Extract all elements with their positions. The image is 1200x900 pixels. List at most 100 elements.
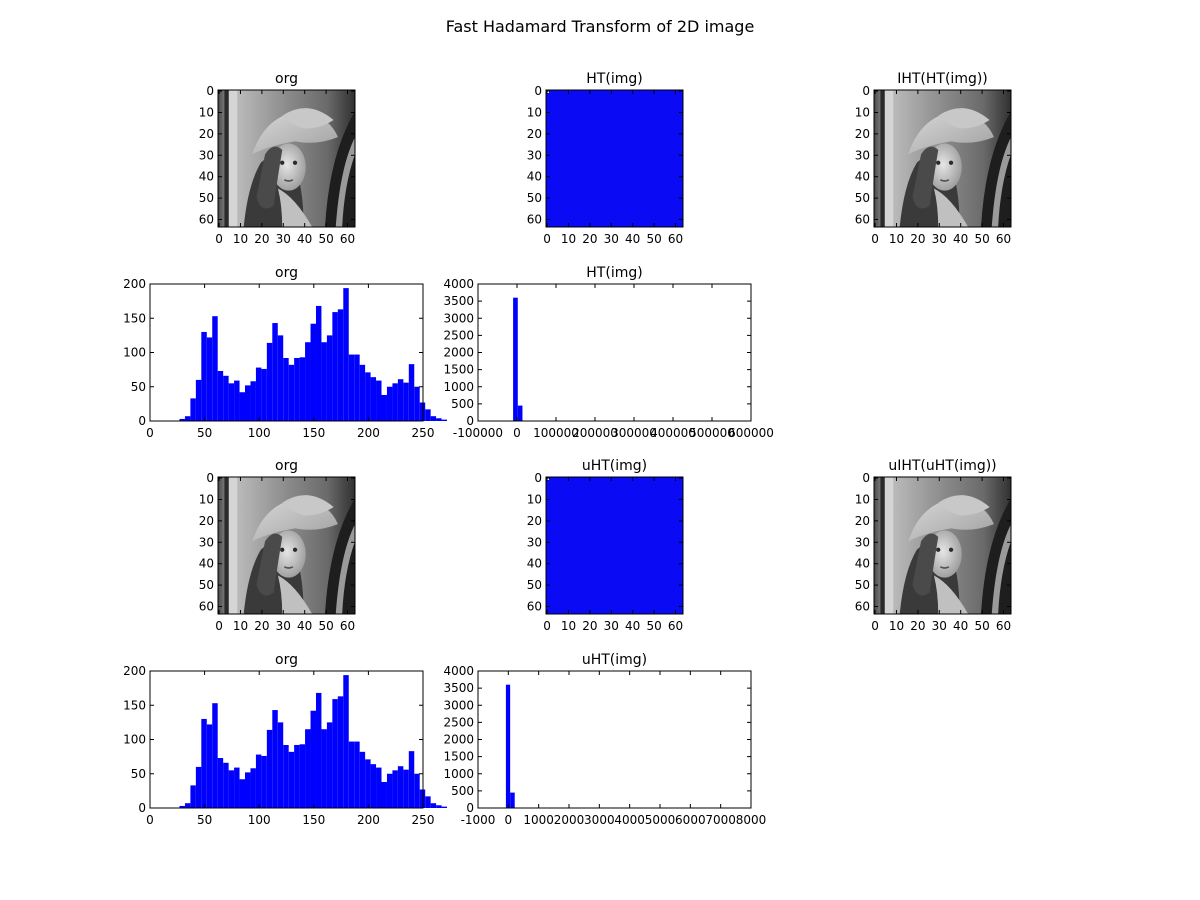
- y-tick-label: 50: [527, 191, 542, 205]
- panel-title: org: [275, 265, 298, 281]
- x-tick-label: 50: [318, 619, 333, 633]
- histogram-bar: [517, 405, 523, 421]
- y-tick-label: 10: [527, 492, 542, 506]
- y-tick-label: 40: [527, 557, 542, 571]
- y-tick-label: 40: [199, 557, 214, 571]
- histogram-bar: [179, 805, 185, 808]
- histogram-bar: [408, 364, 415, 421]
- histogram-bar: [430, 803, 437, 808]
- x-tick-label: 0: [505, 813, 513, 827]
- x-tick-label: 40: [625, 232, 640, 246]
- y-tick-label: 1000: [443, 380, 474, 394]
- x-tick-label: 1000: [523, 813, 554, 827]
- y-tick-label: 50: [131, 380, 146, 394]
- histogram-bar: [419, 402, 426, 421]
- histogram-bar: [288, 364, 295, 421]
- histogram-bar: [430, 416, 437, 421]
- histogram-bar: [441, 806, 448, 808]
- y-tick-label: 20: [527, 514, 542, 528]
- transform-coefficient-image: [546, 477, 683, 614]
- panel-title: uIHT(uHT(img)): [888, 458, 996, 474]
- panel-title: HT(img): [586, 71, 642, 87]
- histogram-bar: [397, 766, 404, 808]
- histogram-bar: [381, 394, 387, 421]
- histogram-panel-hist-ht: HT(img)-100000 0 1000002000003000004000005…: [443, 265, 773, 440]
- histogram-bar: [294, 744, 300, 808]
- y-tick-label: 40: [855, 557, 870, 571]
- transform-coefficient-image: [546, 90, 683, 227]
- y-tick-label: 20: [199, 514, 214, 528]
- y-tick-label: 60: [527, 213, 542, 227]
- y-tick-label: 10: [527, 105, 542, 119]
- y-tick-label: 1000: [443, 767, 474, 781]
- histogram-bar: [250, 381, 256, 421]
- y-tick-label: 10: [199, 105, 214, 119]
- histogram-bar: [386, 773, 393, 808]
- y-tick-label: 3500: [443, 294, 474, 308]
- x-tick-label: 8000: [736, 813, 767, 827]
- image-panel-img-ht: HT(img) 0 0 10 10 20 20 30 30 40 40 50 50 60 60: [527, 71, 684, 246]
- x-tick-label: 40: [297, 619, 312, 633]
- y-tick-label: 100: [123, 346, 146, 360]
- panel-title: uHT(img): [582, 652, 647, 668]
- histogram-bar: [234, 767, 240, 808]
- y-tick-label: 50: [199, 191, 214, 205]
- x-tick-label: -100000: [453, 426, 503, 440]
- x-tick-label: 60: [340, 232, 355, 246]
- y-tick-label: 0: [466, 414, 474, 428]
- x-tick-label: 0: [215, 619, 223, 633]
- histogram-bar: [343, 675, 349, 808]
- x-tick-label: 40: [953, 232, 968, 246]
- y-tick-label: 50: [855, 191, 870, 205]
- histogram-bar: [245, 385, 251, 421]
- histogram-bar: [354, 354, 360, 421]
- histogram-bar: [190, 398, 196, 421]
- histogram-bar: [370, 764, 377, 808]
- histogram-bar: [315, 305, 322, 421]
- histogram-bar: [272, 710, 278, 808]
- y-tick-label: 40: [199, 170, 214, 184]
- x-tick-label: 30: [276, 619, 291, 633]
- histogram-bar: [376, 767, 382, 808]
- y-tick-label: 1500: [443, 750, 474, 764]
- histogram-bar: [217, 370, 224, 421]
- x-tick-label: 7000: [705, 813, 736, 827]
- y-tick-label: 30: [527, 148, 542, 162]
- histogram-bar: [223, 375, 229, 421]
- histogram-bar: [370, 377, 377, 421]
- panel-title: org: [275, 71, 298, 87]
- histogram-bar: [505, 684, 511, 808]
- x-tick-label: 40: [297, 232, 312, 246]
- x-tick-label: 60: [668, 232, 683, 246]
- histogram-bar: [179, 418, 185, 421]
- histogram-bar: [310, 323, 316, 421]
- y-tick-label: 2000: [443, 733, 474, 747]
- image-panel-img-org-1: org 0 0 10 10 20 20 30 30 40 40 50 50 60 60: [199, 71, 356, 246]
- histogram-bar: [513, 297, 518, 421]
- y-tick-label: 0: [534, 84, 542, 98]
- y-tick-label: 4000: [443, 664, 474, 678]
- axes-frame: [873, 476, 1012, 615]
- axes-frame: [477, 283, 752, 422]
- histogram-bar: [425, 796, 431, 808]
- y-tick-label: 500: [451, 784, 474, 798]
- histogram-bar: [337, 696, 344, 808]
- histogram-bar: [266, 729, 273, 808]
- histogram-bar: [326, 722, 333, 808]
- grayscale-portrait-image: [218, 477, 355, 614]
- histogram-bar: [206, 337, 213, 421]
- x-tick-label: 40: [953, 619, 968, 633]
- x-tick-label: 60: [996, 619, 1011, 633]
- y-tick-label: 30: [527, 535, 542, 549]
- x-tick-label: 4000: [614, 813, 645, 827]
- histogram-bar: [217, 757, 224, 808]
- y-tick-label: 60: [855, 600, 870, 614]
- x-tick-label: 20: [910, 619, 925, 633]
- histogram-bar: [201, 331, 207, 421]
- y-tick-label: 0: [206, 471, 214, 485]
- x-tick-label: 200: [357, 426, 380, 440]
- histogram-bar: [419, 789, 426, 808]
- histogram-bar: [403, 769, 409, 808]
- y-tick-label: 500: [451, 397, 474, 411]
